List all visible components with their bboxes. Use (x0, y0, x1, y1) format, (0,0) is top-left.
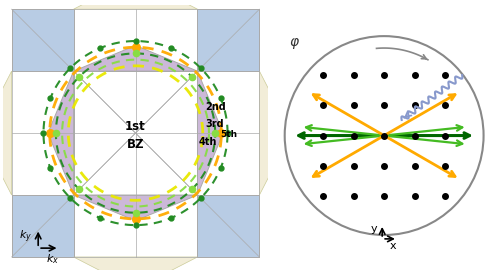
Text: 2nd: 2nd (205, 101, 226, 112)
Polygon shape (260, 71, 292, 195)
Polygon shape (198, 9, 260, 71)
Polygon shape (74, 71, 198, 195)
Polygon shape (0, 71, 12, 195)
Text: x: x (390, 241, 396, 251)
Polygon shape (12, 195, 74, 257)
Text: 3rd: 3rd (206, 119, 225, 129)
Polygon shape (48, 71, 74, 195)
Polygon shape (74, 45, 198, 71)
Polygon shape (12, 9, 74, 71)
Polygon shape (74, 195, 198, 221)
Text: $k_x$: $k_x$ (46, 252, 59, 266)
Text: 1st: 1st (125, 120, 146, 133)
Text: $k_y$: $k_y$ (19, 229, 32, 245)
Text: 5th: 5th (220, 130, 237, 139)
Text: y: y (371, 224, 378, 234)
Polygon shape (74, 0, 198, 9)
Text: BZ: BZ (127, 138, 144, 151)
Text: $\varphi$: $\varphi$ (289, 36, 300, 51)
Polygon shape (198, 195, 260, 257)
Polygon shape (74, 257, 198, 275)
Polygon shape (198, 71, 223, 195)
Text: 4th: 4th (199, 137, 218, 147)
